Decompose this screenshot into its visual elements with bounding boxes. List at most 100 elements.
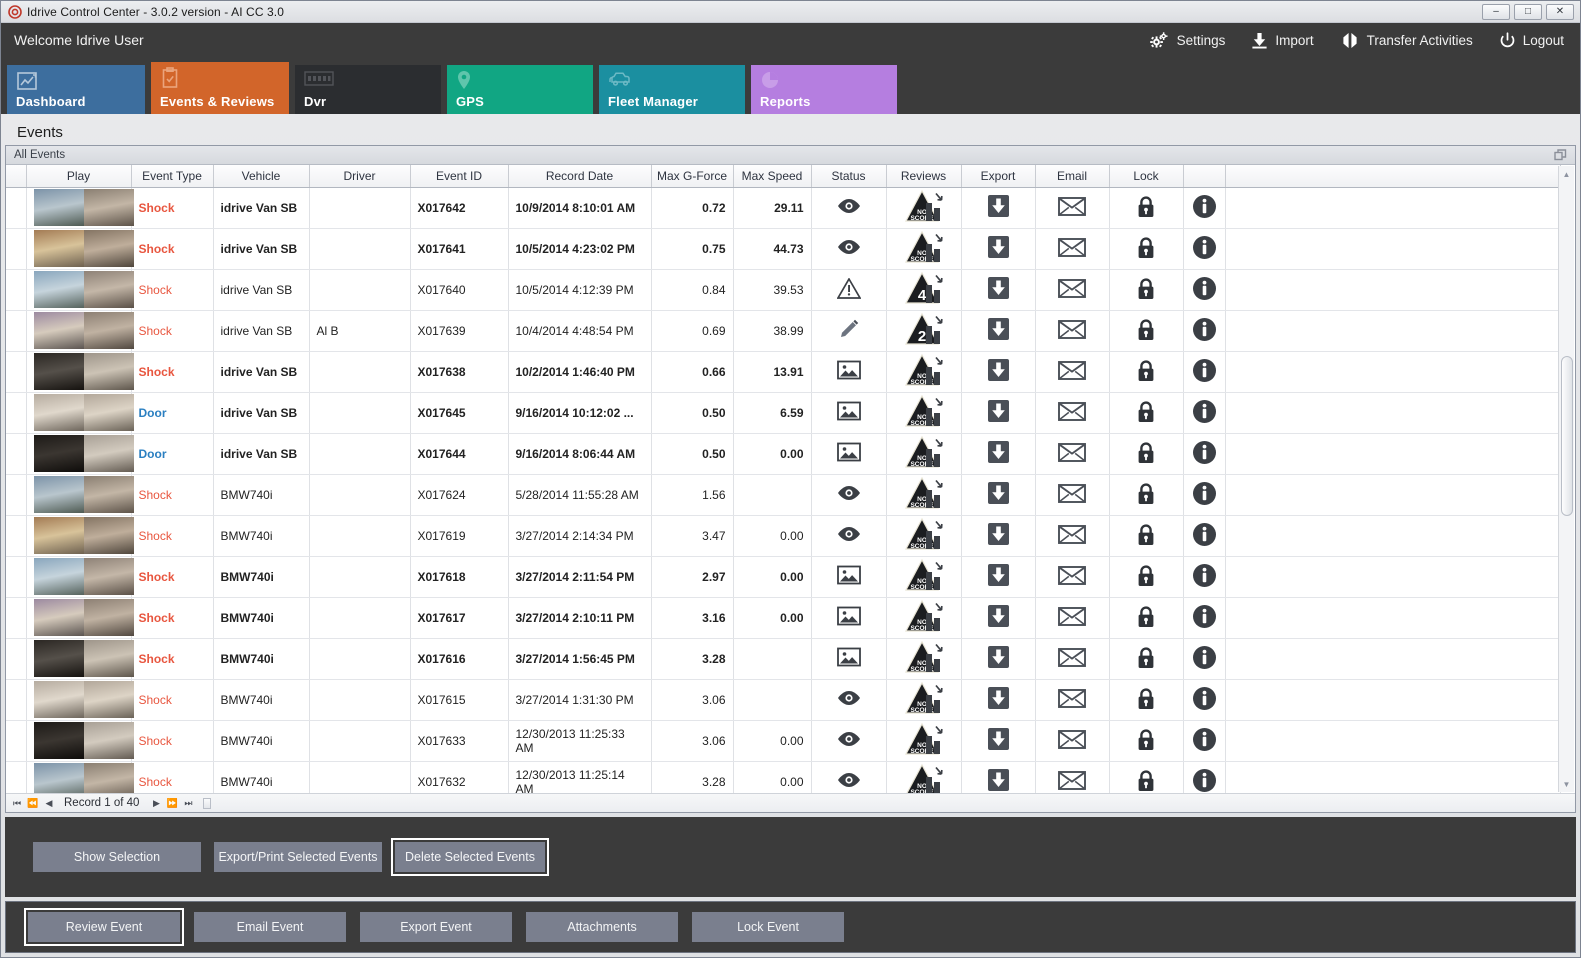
row-play-thumbnails[interactable] [26,269,134,311]
row-select-cell[interactable] [6,392,27,434]
row-email-icon[interactable] [1035,228,1110,270]
col-info[interactable] [1183,165,1226,188]
row-export-icon[interactable] [961,433,1036,475]
table-row[interactable]: Shock BMW740i X017616 3/27/2014 1:56:45 PM 3… [6,638,1561,680]
row-email-icon[interactable] [1035,720,1110,762]
row-reviews-icon[interactable]: NO SCORE [886,761,962,793]
thumbnail-exterior[interactable] [33,271,84,308]
row-status-icon[interactable] [811,269,887,311]
thumbnail-interior[interactable] [83,476,134,513]
row-reviews-icon[interactable]: NO SCORE [886,392,962,434]
scroll-up-icon[interactable]: ▲ [1562,169,1571,179]
row-info-icon[interactable] [1183,269,1226,311]
row-play-thumbnails[interactable] [26,761,134,793]
next-page-icon[interactable]: ⏩ [166,797,179,808]
row-select-cell[interactable] [6,310,27,352]
row-lock-icon[interactable] [1109,597,1184,639]
col-email[interactable]: Email [1035,165,1110,188]
row-play-thumbnails[interactable] [26,310,134,352]
row-email-icon[interactable] [1035,556,1110,598]
row-select-cell[interactable] [6,761,27,793]
table-row[interactable]: Shock BMW740i X017633 12/30/2013 11:25:33 A… [6,720,1561,762]
row-info-icon[interactable] [1183,515,1226,557]
thumbnail-interior[interactable] [83,271,134,308]
row-lock-icon[interactable] [1109,515,1184,557]
row-reviews-icon[interactable]: 4 [886,269,962,311]
col-record-date[interactable]: Record Date [508,165,652,188]
tab-gps[interactable]: GPS [447,65,593,114]
row-info-icon[interactable] [1183,392,1226,434]
tab-dashboard[interactable]: Dashboard [7,65,145,114]
thumbnail-exterior[interactable] [33,558,84,595]
lock-event-button[interactable]: Lock Event [692,912,844,942]
row-export-icon[interactable] [961,228,1036,270]
row-select-cell[interactable] [6,515,27,557]
row-email-icon[interactable] [1035,310,1110,352]
thumbnail-interior[interactable] [83,230,134,267]
thumbnail-interior[interactable] [83,722,134,759]
row-export-icon[interactable] [961,187,1036,229]
row-email-icon[interactable] [1035,679,1110,721]
thumbnail-interior[interactable] [83,517,134,554]
row-play-thumbnails[interactable] [26,515,134,557]
horizontal-scroll-thumb[interactable] [203,797,212,809]
row-lock-icon[interactable] [1109,761,1184,793]
row-play-thumbnails[interactable] [26,597,134,639]
row-select-cell[interactable] [6,720,27,762]
row-status-icon[interactable] [811,597,887,639]
table-row[interactable]: Door idrive Van SB X017645 9/16/2014 10:12:… [6,392,1561,434]
row-play-thumbnails[interactable] [26,187,134,229]
row-lock-icon[interactable] [1109,556,1184,598]
row-info-icon[interactable] [1183,187,1226,229]
row-status-icon[interactable] [811,474,887,516]
row-lock-icon[interactable] [1109,638,1184,680]
table-row[interactable]: Shock BMW740i X017624 5/28/2014 11:55:28 AM… [6,474,1561,516]
delete-selected-events-button[interactable]: Delete Selected Events [391,838,549,876]
tab-fleet-manager[interactable]: Fleet Manager [599,65,745,114]
col-lock[interactable]: Lock [1109,165,1184,188]
row-status-icon[interactable] [811,310,887,352]
table-row[interactable]: Shock idrive Van SB Al B X017639 10/4/2014 4… [6,310,1561,352]
row-status-icon[interactable] [811,433,887,475]
row-lock-icon[interactable] [1109,392,1184,434]
col-export[interactable]: Export [961,165,1036,188]
row-reviews-icon[interactable]: NO SCORE [886,433,962,475]
row-export-icon[interactable] [961,392,1036,434]
thumbnail-interior[interactable] [83,763,134,793]
thumbnail-exterior[interactable] [33,230,84,267]
row-export-icon[interactable] [961,351,1036,393]
export-event-button[interactable]: Export Event [360,912,512,942]
row-export-icon[interactable] [961,269,1036,311]
row-play-thumbnails[interactable] [26,228,134,270]
thumbnail-interior[interactable] [83,353,134,390]
row-select-cell[interactable] [6,638,27,680]
row-select-cell[interactable] [6,433,27,475]
row-email-icon[interactable] [1035,269,1110,311]
row-lock-icon[interactable] [1109,433,1184,475]
row-play-thumbnails[interactable] [26,556,134,598]
row-lock-icon[interactable] [1109,228,1184,270]
row-lock-icon[interactable] [1109,474,1184,516]
table-row[interactable]: Shock BMW740i X017617 3/27/2014 2:10:11 PM 3… [6,597,1561,639]
thumbnail-exterior[interactable] [33,599,84,636]
thumbnail-interior[interactable] [83,312,134,349]
thumbnail-exterior[interactable] [33,394,84,431]
row-play-thumbnails[interactable] [26,474,134,516]
table-row[interactable]: Door idrive Van SB X017644 9/16/2014 8:06:4… [6,433,1561,475]
minimize-button[interactable]: – [1482,3,1510,20]
row-email-icon[interactable] [1035,761,1110,793]
thumbnail-interior[interactable] [83,599,134,636]
table-row[interactable]: Shock BMW740i X017632 12/30/2013 11:25:14 A… [6,761,1561,793]
thumbnail-interior[interactable] [83,681,134,718]
col-max-gforce[interactable]: Max G-Force [651,165,734,188]
scroll-down-icon[interactable]: ▼ [1562,779,1571,789]
thumbnail-interior[interactable] [83,558,134,595]
row-export-icon[interactable] [961,310,1036,352]
row-reviews-icon[interactable]: 2 [886,310,962,352]
export-print-selected-events-button[interactable]: Export/Print Selected Events [214,842,382,872]
row-reviews-icon[interactable]: NO SCORE [886,720,962,762]
row-play-thumbnails[interactable] [26,720,134,762]
email-event-button[interactable]: Email Event [194,912,346,942]
vertical-scroll-thumb[interactable] [1561,356,1573,516]
next-record-icon[interactable]: ▶ [152,797,160,808]
